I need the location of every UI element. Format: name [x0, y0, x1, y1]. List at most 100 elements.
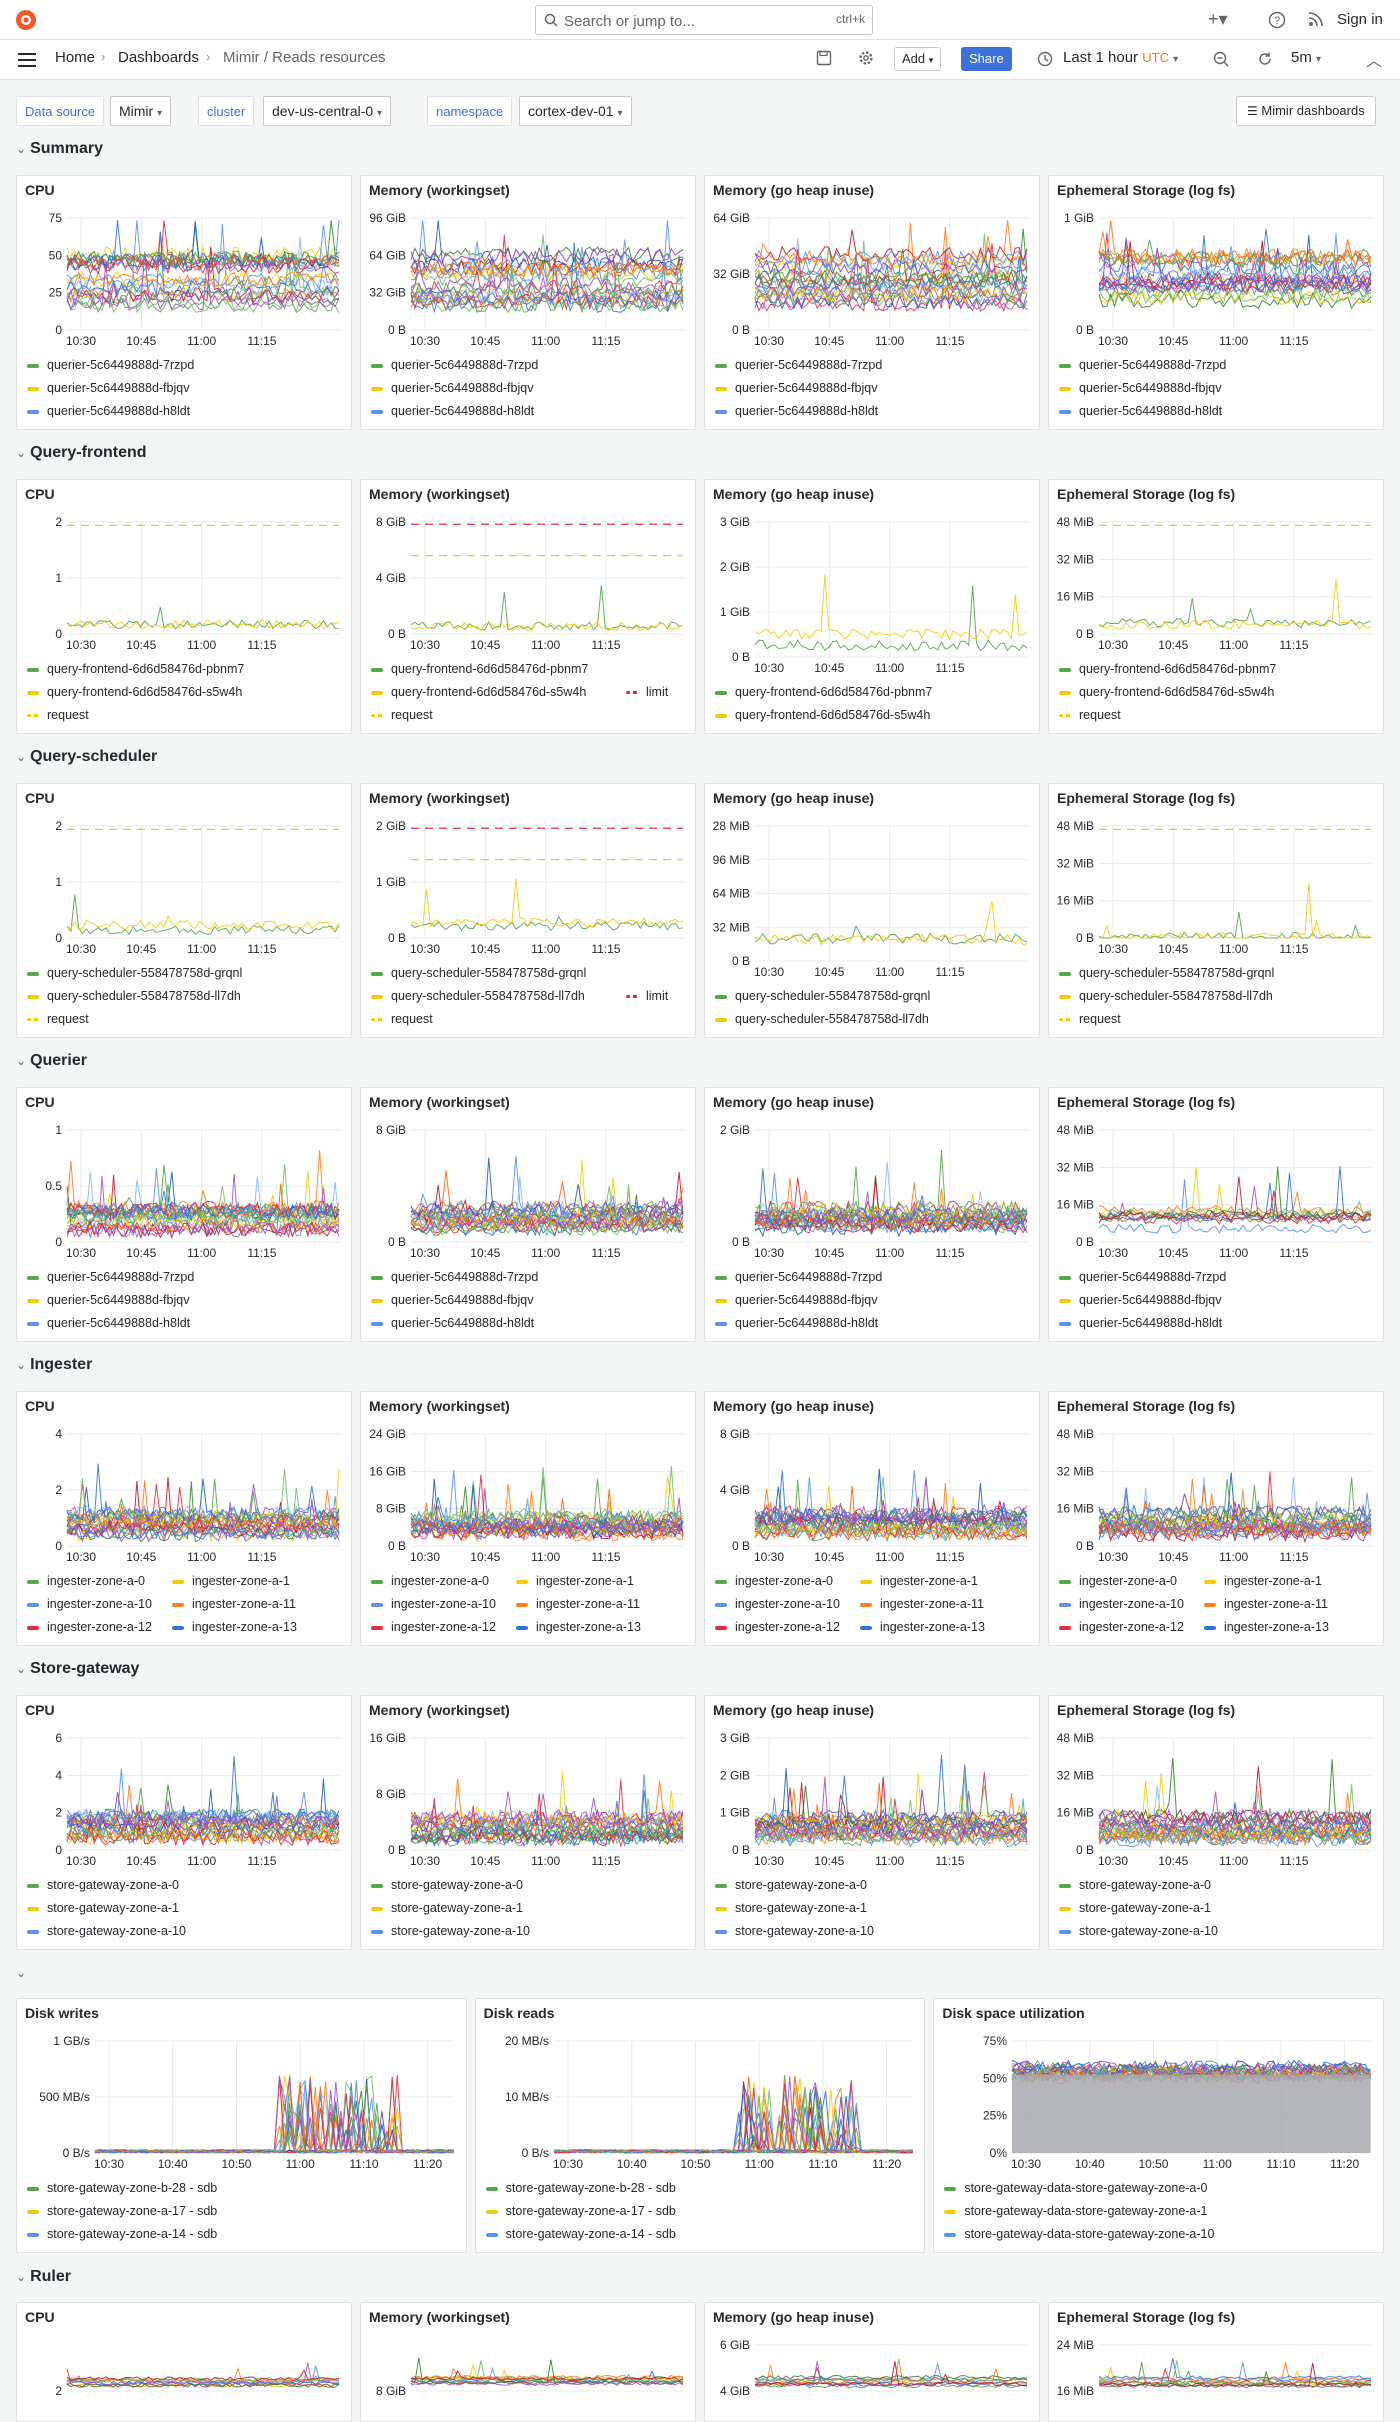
legend-item[interactable]: ingester-zone-a-12: [1059, 1620, 1184, 1634]
chart-plot-area[interactable]: 20 MB/s 10 MB/s 0 B/s 10:30 10:40 10:50 11:00 1…: [484, 2033, 919, 2175]
help-icon[interactable]: ?: [1268, 11, 1286, 29]
legend-item[interactable]: store-gateway-data-store-gateway-zone-a-…: [944, 2181, 1208, 2195]
legend-item[interactable]: querier-5c6449888d-7rzpd: [1059, 1270, 1226, 1284]
mimir-dashboards-button[interactable]: ☰ Mimir dashboards: [1236, 96, 1376, 126]
chart-plot-area[interactable]: 2: [25, 2337, 345, 2413]
legend-item[interactable]: ingester-zone-a-13: [172, 1620, 297, 1634]
grafana-logo-icon[interactable]: [14, 8, 38, 32]
panel-cpu[interactable]: CPU 2: [16, 2302, 352, 2422]
legend-item[interactable]: request: [27, 708, 89, 722]
namespace-variable-select[interactable]: cortex-dev-01 ▾: [519, 96, 632, 126]
chart-plot-area[interactable]: 96 GiB 64 GiB 32 GiB 0 B 10:30 10:45 11:00 11:1…: [369, 210, 689, 352]
legend-item[interactable]: query-scheduler-558478758d-ll7dh: [715, 1012, 929, 1026]
panel-ephemeral-storage-log-fs[interactable]: Ephemeral Storage (log fs) 48 MiB 32 MiB 16…: [1048, 479, 1384, 734]
panel-ephemeral-storage-log-fs[interactable]: Ephemeral Storage (log fs) 48 MiB 32 MiB 16…: [1048, 1087, 1384, 1342]
row-header-disk[interactable]: ⌄: [16, 1964, 30, 1982]
chart-plot-area[interactable]: 75% 50% 25% 0%10:30 10:40 10:50 11:00 11:10 11:2…: [942, 2033, 1377, 2175]
legend-item[interactable]: ingester-zone-a-10: [371, 1597, 496, 1611]
panel-cpu[interactable]: CPU 6 4 2 0 10:30 10:45 11:00 11:15 store-gateway…: [16, 1695, 352, 1950]
legend-item[interactable]: request: [1059, 708, 1121, 722]
legend-item[interactable]: limit: [626, 989, 668, 1003]
legend-item[interactable]: store-gateway-zone-a-0: [27, 1878, 179, 1892]
legend-item[interactable]: querier-5c6449888d-fbjqv: [27, 381, 189, 395]
legend-item[interactable]: store-gateway-zone-b-28 - sdb: [485, 2181, 676, 2195]
legend-item[interactable]: querier-5c6449888d-fbjqv: [371, 381, 533, 395]
legend-item[interactable]: store-gateway-zone-a-14 - sdb: [27, 2227, 217, 2241]
legend-item[interactable]: query-frontend-6d6d58476d-pbnm7: [1059, 662, 1276, 676]
legend-item[interactable]: store-gateway-zone-a-1: [1059, 1901, 1211, 1915]
rss-icon[interactable]: [1308, 11, 1324, 27]
panel-memory-workingset[interactable]: Memory (workingset) 24 GiB 16 GiB 8 GiB 0 B 1…: [360, 1391, 696, 1646]
legend-item[interactable]: querier-5c6449888d-h8ldt: [715, 1316, 878, 1330]
legend-item[interactable]: store-gateway-zone-a-10: [1059, 1924, 1218, 1938]
row-header-ingester[interactable]: ⌄ Ingester: [16, 1356, 92, 1374]
zoom-out-icon[interactable]: [1213, 51, 1229, 67]
panel-memory-workingset[interactable]: Memory (workingset) 8 GiB 0 B 10:30 10:45 11:…: [360, 1087, 696, 1342]
row-header-querier[interactable]: ⌄ Querier: [16, 1052, 87, 1070]
save-icon[interactable]: [816, 50, 832, 66]
legend-item[interactable]: querier-5c6449888d-fbjqv: [371, 1293, 533, 1307]
panel-ephemeral-storage-log-fs[interactable]: Ephemeral Storage (log fs) 24 MiB 16 MiB: [1048, 2302, 1384, 2422]
legend-item[interactable]: query-scheduler-558478758d-grqnl: [27, 966, 242, 980]
chart-plot-area[interactable]: 1 GiB 0 B 10:30 10:45 11:00 11:15: [1057, 210, 1377, 352]
chart-plot-area[interactable]: 3 GiB 2 GiB 1 GiB 0 B 10:30 10:45 11:00 11:15: [713, 1730, 1033, 1872]
gear-icon[interactable]: [858, 50, 874, 66]
legend-item[interactable]: query-frontend-6d6d58476d-s5w4h: [371, 685, 586, 699]
collapse-icon[interactable]: ︿: [1366, 53, 1383, 70]
chart-plot-area[interactable]: 6 GiB 4 GiB: [713, 2337, 1033, 2413]
row-header-query-scheduler[interactable]: ⌄ Query-scheduler: [16, 748, 157, 766]
row-header-store-gateway[interactable]: ⌄ Store-gateway: [16, 1660, 139, 1678]
legend-item[interactable]: ingester-zone-a-11: [516, 1597, 640, 1611]
legend-item[interactable]: query-frontend-6d6d58476d-pbnm7: [715, 685, 932, 699]
panel-ephemeral-storage-log-fs[interactable]: Ephemeral Storage (log fs) 48 MiB 32 MiB 16…: [1048, 1695, 1384, 1950]
legend-item[interactable]: query-scheduler-558478758d-grqnl: [371, 966, 586, 980]
legend-item[interactable]: query-frontend-6d6d58476d-pbnm7: [27, 662, 244, 676]
chart-plot-area[interactable]: 8 GiB 4 GiB 0 B 10:30 10:45 11:00 11:15: [713, 1426, 1033, 1568]
panel-memory-go-heap-inuse[interactable]: Memory (go heap inuse) 128 MiB 96 MiB 64 Mi…: [704, 783, 1040, 1038]
legend-item[interactable]: ingester-zone-a-13: [860, 1620, 985, 1634]
legend-item[interactable]: querier-5c6449888d-7rzpd: [371, 1270, 538, 1284]
legend-item[interactable]: querier-5c6449888d-h8ldt: [715, 404, 878, 418]
panel-cpu[interactable]: CPU 75 50 25 0 10:30 10:45 11:00 11:15 querier-5c…: [16, 175, 352, 430]
legend-item[interactable]: store-gateway-data-store-gateway-zone-a-…: [944, 2204, 1208, 2218]
panel-ephemeral-storage-log-fs[interactable]: Ephemeral Storage (log fs) 48 MiB 32 MiB 16…: [1048, 1391, 1384, 1646]
chart-plot-area[interactable]: 24 MiB 16 MiB: [1057, 2337, 1377, 2413]
panel-memory-go-heap-inuse[interactable]: Memory (go heap inuse) 6 GiB 4 GiB: [704, 2302, 1040, 2422]
panel-cpu[interactable]: CPU 2 1 0 10:30 10:45 11:00 11:15 query-frontend…: [16, 479, 352, 734]
panel-disk-space-utilization[interactable]: Disk space utilization 75% 50% 25% 0% 10:30 10…: [933, 1998, 1384, 2253]
chart-plot-area[interactable]: 8 GiB: [369, 2337, 689, 2413]
legend-item[interactable]: querier-5c6449888d-h8ldt: [27, 404, 190, 418]
panel-ephemeral-storage-log-fs[interactable]: Ephemeral Storage (log fs) 48 MiB 32 MiB 16…: [1048, 783, 1384, 1038]
breadcrumb-home[interactable]: Home: [55, 49, 96, 66]
refresh-interval-picker[interactable]: 5m ▾: [1291, 49, 1322, 66]
legend-item[interactable]: querier-5c6449888d-fbjqv: [715, 381, 877, 395]
chart-plot-area[interactable]: 2 1 0 10:30 10:45 11:00 11:15: [25, 514, 345, 656]
chart-plot-area[interactable]: 128 MiB 96 MiB 64 MiB 32 MiB 0 B 10:30 10:45 11…: [713, 818, 1033, 983]
legend-item[interactable]: query-scheduler-558478758d-ll7dh: [27, 989, 241, 1003]
chart-plot-area[interactable]: 48 MiB 32 MiB 16 MiB 0 B 10:30 10:45 11:00 11:1…: [1057, 1730, 1377, 1872]
legend-item[interactable]: ingester-zone-a-10: [27, 1597, 152, 1611]
legend-item[interactable]: querier-5c6449888d-7rzpd: [715, 1270, 882, 1284]
legend-item[interactable]: ingester-zone-a-13: [516, 1620, 641, 1634]
legend-item[interactable]: store-gateway-zone-a-10: [715, 1924, 874, 1938]
row-header-query-frontend[interactable]: ⌄ Query-frontend: [16, 444, 147, 462]
panel-cpu[interactable]: CPU 1 0.5 0 10:30 10:45 11:00 11:15 querier-5c64…: [16, 1087, 352, 1342]
panel-memory-workingset[interactable]: Memory (workingset) 8 GiB: [360, 2302, 696, 2422]
chart-plot-area[interactable]: 75 50 25 0 10:30 10:45 11:00 11:15: [25, 210, 345, 352]
legend-item[interactable]: querier-5c6449888d-h8ldt: [1059, 404, 1222, 418]
legend-item[interactable]: querier-5c6449888d-7rzpd: [27, 358, 194, 372]
legend-item[interactable]: querier-5c6449888d-h8ldt: [371, 1316, 534, 1330]
legend-item[interactable]: ingester-zone-a-1: [172, 1574, 290, 1588]
chart-plot-area[interactable]: 2 1 0 10:30 10:45 11:00 11:15: [25, 818, 345, 960]
legend-item[interactable]: querier-5c6449888d-fbjqv: [1059, 1293, 1221, 1307]
menu-icon[interactable]: [18, 52, 36, 68]
refresh-icon[interactable]: [1257, 51, 1273, 67]
legend-item[interactable]: ingester-zone-a-0: [715, 1574, 833, 1588]
legend-item[interactable]: querier-5c6449888d-fbjqv: [715, 1293, 877, 1307]
datasource-variable-select[interactable]: Mimir ▾: [110, 96, 172, 126]
legend-item[interactable]: query-frontend-6d6d58476d-s5w4h: [1059, 685, 1274, 699]
legend-item[interactable]: ingester-zone-a-0: [27, 1574, 145, 1588]
search-input[interactable]: Search or jump to... ctrl+k: [535, 5, 873, 35]
panel-memory-workingset[interactable]: Memory (workingset) 96 GiB 64 GiB 32 GiB 0 B…: [360, 175, 696, 430]
legend-item[interactable]: request: [371, 708, 433, 722]
